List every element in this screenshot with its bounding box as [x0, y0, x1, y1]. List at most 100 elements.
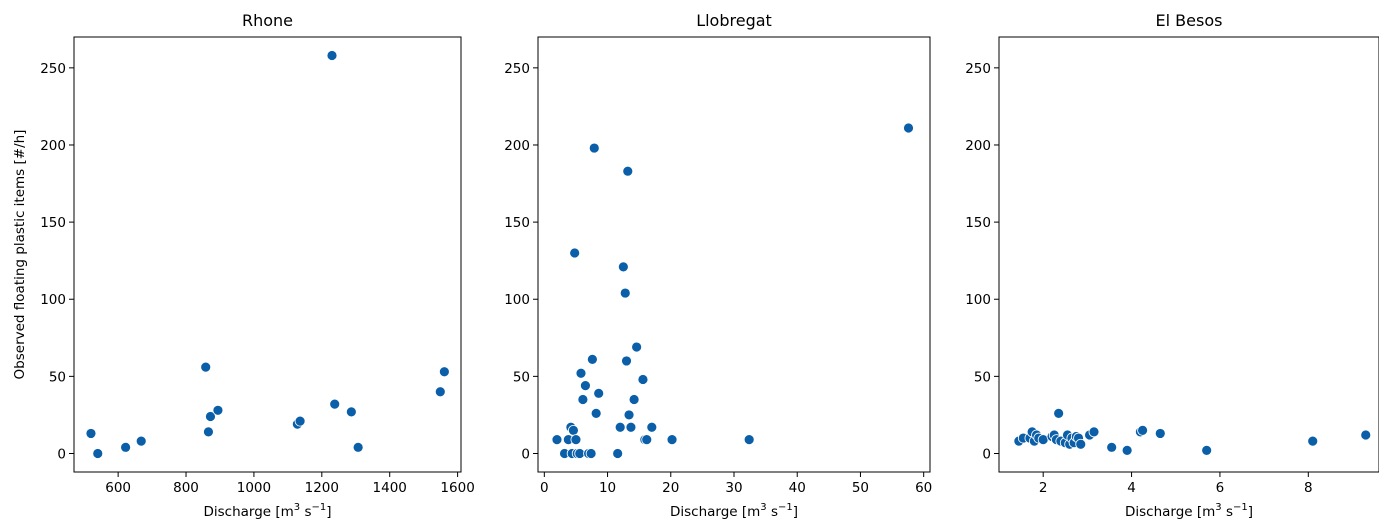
data-point — [345, 406, 357, 418]
x-tick-label: 40 — [789, 480, 806, 496]
data-point — [623, 409, 635, 421]
data-point — [1360, 429, 1372, 441]
panel-llobregat: Llobregat 0 50 100 150 200 250 0 10 20 30 40 50 60 Dis… — [504, 11, 932, 519]
data-point — [1137, 424, 1149, 436]
data-point — [203, 426, 214, 438]
x-tick-label: 800 — [173, 480, 199, 496]
panel-rhone: Rhone 0 50 100 150 200 250 600 800 1000 1200 1400 16… — [40, 11, 475, 519]
data-point — [1201, 445, 1213, 456]
x-tick-label: 1600 — [440, 480, 474, 496]
data-point — [641, 434, 653, 446]
data-point — [577, 394, 589, 405]
data-point — [622, 165, 634, 177]
x-axis-title-part: −1 — [1233, 502, 1248, 513]
x-axis-title-part: −1 — [312, 502, 327, 513]
data-point — [588, 142, 600, 154]
y-axis-label: Observed floating plastic items [#/h] — [12, 130, 28, 380]
data-point — [586, 353, 598, 365]
y-axis-title: Observed floating plastic items [#/h] — [12, 130, 28, 380]
data-point — [617, 261, 629, 273]
data-point — [593, 387, 605, 399]
data-point — [1307, 435, 1319, 447]
x-axis-title-part: s — [300, 504, 311, 519]
x-axis-title-part: s — [767, 504, 778, 519]
y-tick-label: 50 — [49, 369, 66, 385]
data-point — [646, 421, 658, 433]
x-tick-label: 60 — [915, 480, 932, 496]
data-point — [434, 386, 446, 398]
x-tick-label: 2 — [1039, 480, 1048, 496]
data-point — [1106, 441, 1118, 453]
y-tick-label: 100 — [965, 292, 991, 308]
plot-frame — [73, 36, 462, 473]
data-point — [570, 434, 582, 446]
panel-title: Rhone — [242, 11, 293, 30]
data-point — [120, 441, 131, 453]
x-tick-label: 0 — [540, 480, 549, 496]
data-point — [1154, 428, 1166, 439]
y-tick-label: 100 — [504, 292, 530, 308]
data-point — [637, 374, 649, 385]
x-tick-label: 1000 — [237, 480, 271, 496]
y-tick-label: 0 — [982, 446, 991, 462]
x-axis-title-part: −1 — [778, 502, 793, 513]
x-axis-title-part: ] — [1248, 504, 1253, 519]
x-tick-label: 600 — [105, 480, 131, 496]
panel-title: Llobregat — [696, 11, 772, 30]
data-point — [628, 394, 640, 405]
data-point — [438, 366, 450, 378]
y-tick-label: 200 — [40, 138, 66, 154]
x-tick-label: 1200 — [305, 480, 339, 496]
x-axis-title-part: s — [1222, 504, 1233, 519]
x-axis-title-part: Discharge [m — [670, 504, 760, 519]
data-point — [85, 428, 97, 439]
data-point — [585, 448, 597, 459]
x-axis-title-part: 3 — [294, 502, 300, 513]
y-tick-label: 250 — [965, 61, 991, 77]
x-tick-label: 4 — [1127, 480, 1136, 496]
x-tick-label: 6 — [1216, 480, 1225, 496]
data-point — [329, 398, 341, 410]
x-tick-label: 20 — [662, 480, 679, 496]
y-tick-label: 0 — [521, 446, 530, 462]
data-point — [569, 247, 581, 259]
data-point — [621, 355, 632, 367]
data-point — [551, 434, 563, 446]
data-point — [625, 421, 637, 433]
data-point — [903, 122, 914, 134]
data-point — [352, 441, 364, 453]
data-point — [631, 341, 643, 353]
data-point — [1075, 438, 1087, 450]
y-tick-label: 150 — [40, 215, 66, 231]
data-point — [580, 380, 591, 392]
x-tick-label: 50 — [852, 480, 869, 496]
y-tick-label: 200 — [965, 138, 991, 154]
x-axis-title-part: 3 — [1215, 502, 1221, 513]
x-tick-label: 10 — [599, 480, 616, 496]
plot-frame — [537, 36, 931, 473]
y-tick-label: 200 — [504, 138, 530, 154]
data-point — [205, 411, 216, 422]
data-point — [294, 415, 306, 427]
data-point — [326, 50, 338, 61]
data-point — [612, 448, 624, 459]
y-tick-label: 50 — [513, 369, 530, 385]
data-point — [575, 367, 587, 379]
x-tick-label: 30 — [725, 480, 742, 496]
data-point — [619, 287, 631, 299]
data-point — [666, 434, 678, 446]
y-tick-label: 250 — [40, 61, 66, 77]
panel-title: El Besos — [1156, 11, 1223, 30]
data-point — [1053, 407, 1065, 419]
y-tick-label: 50 — [974, 369, 991, 385]
x-axis-title-part: 3 — [760, 502, 766, 513]
data-point — [614, 421, 626, 433]
x-axis-title: Discharge [m3 s−1] — [203, 502, 331, 519]
data-point — [200, 361, 212, 373]
x-axis-title: Discharge [m3 s−1] — [1125, 502, 1253, 519]
data-point — [1121, 445, 1133, 456]
x-axis-title-part: Discharge [m — [1125, 504, 1215, 519]
x-axis-title: Discharge [m3 s−1] — [670, 502, 798, 519]
